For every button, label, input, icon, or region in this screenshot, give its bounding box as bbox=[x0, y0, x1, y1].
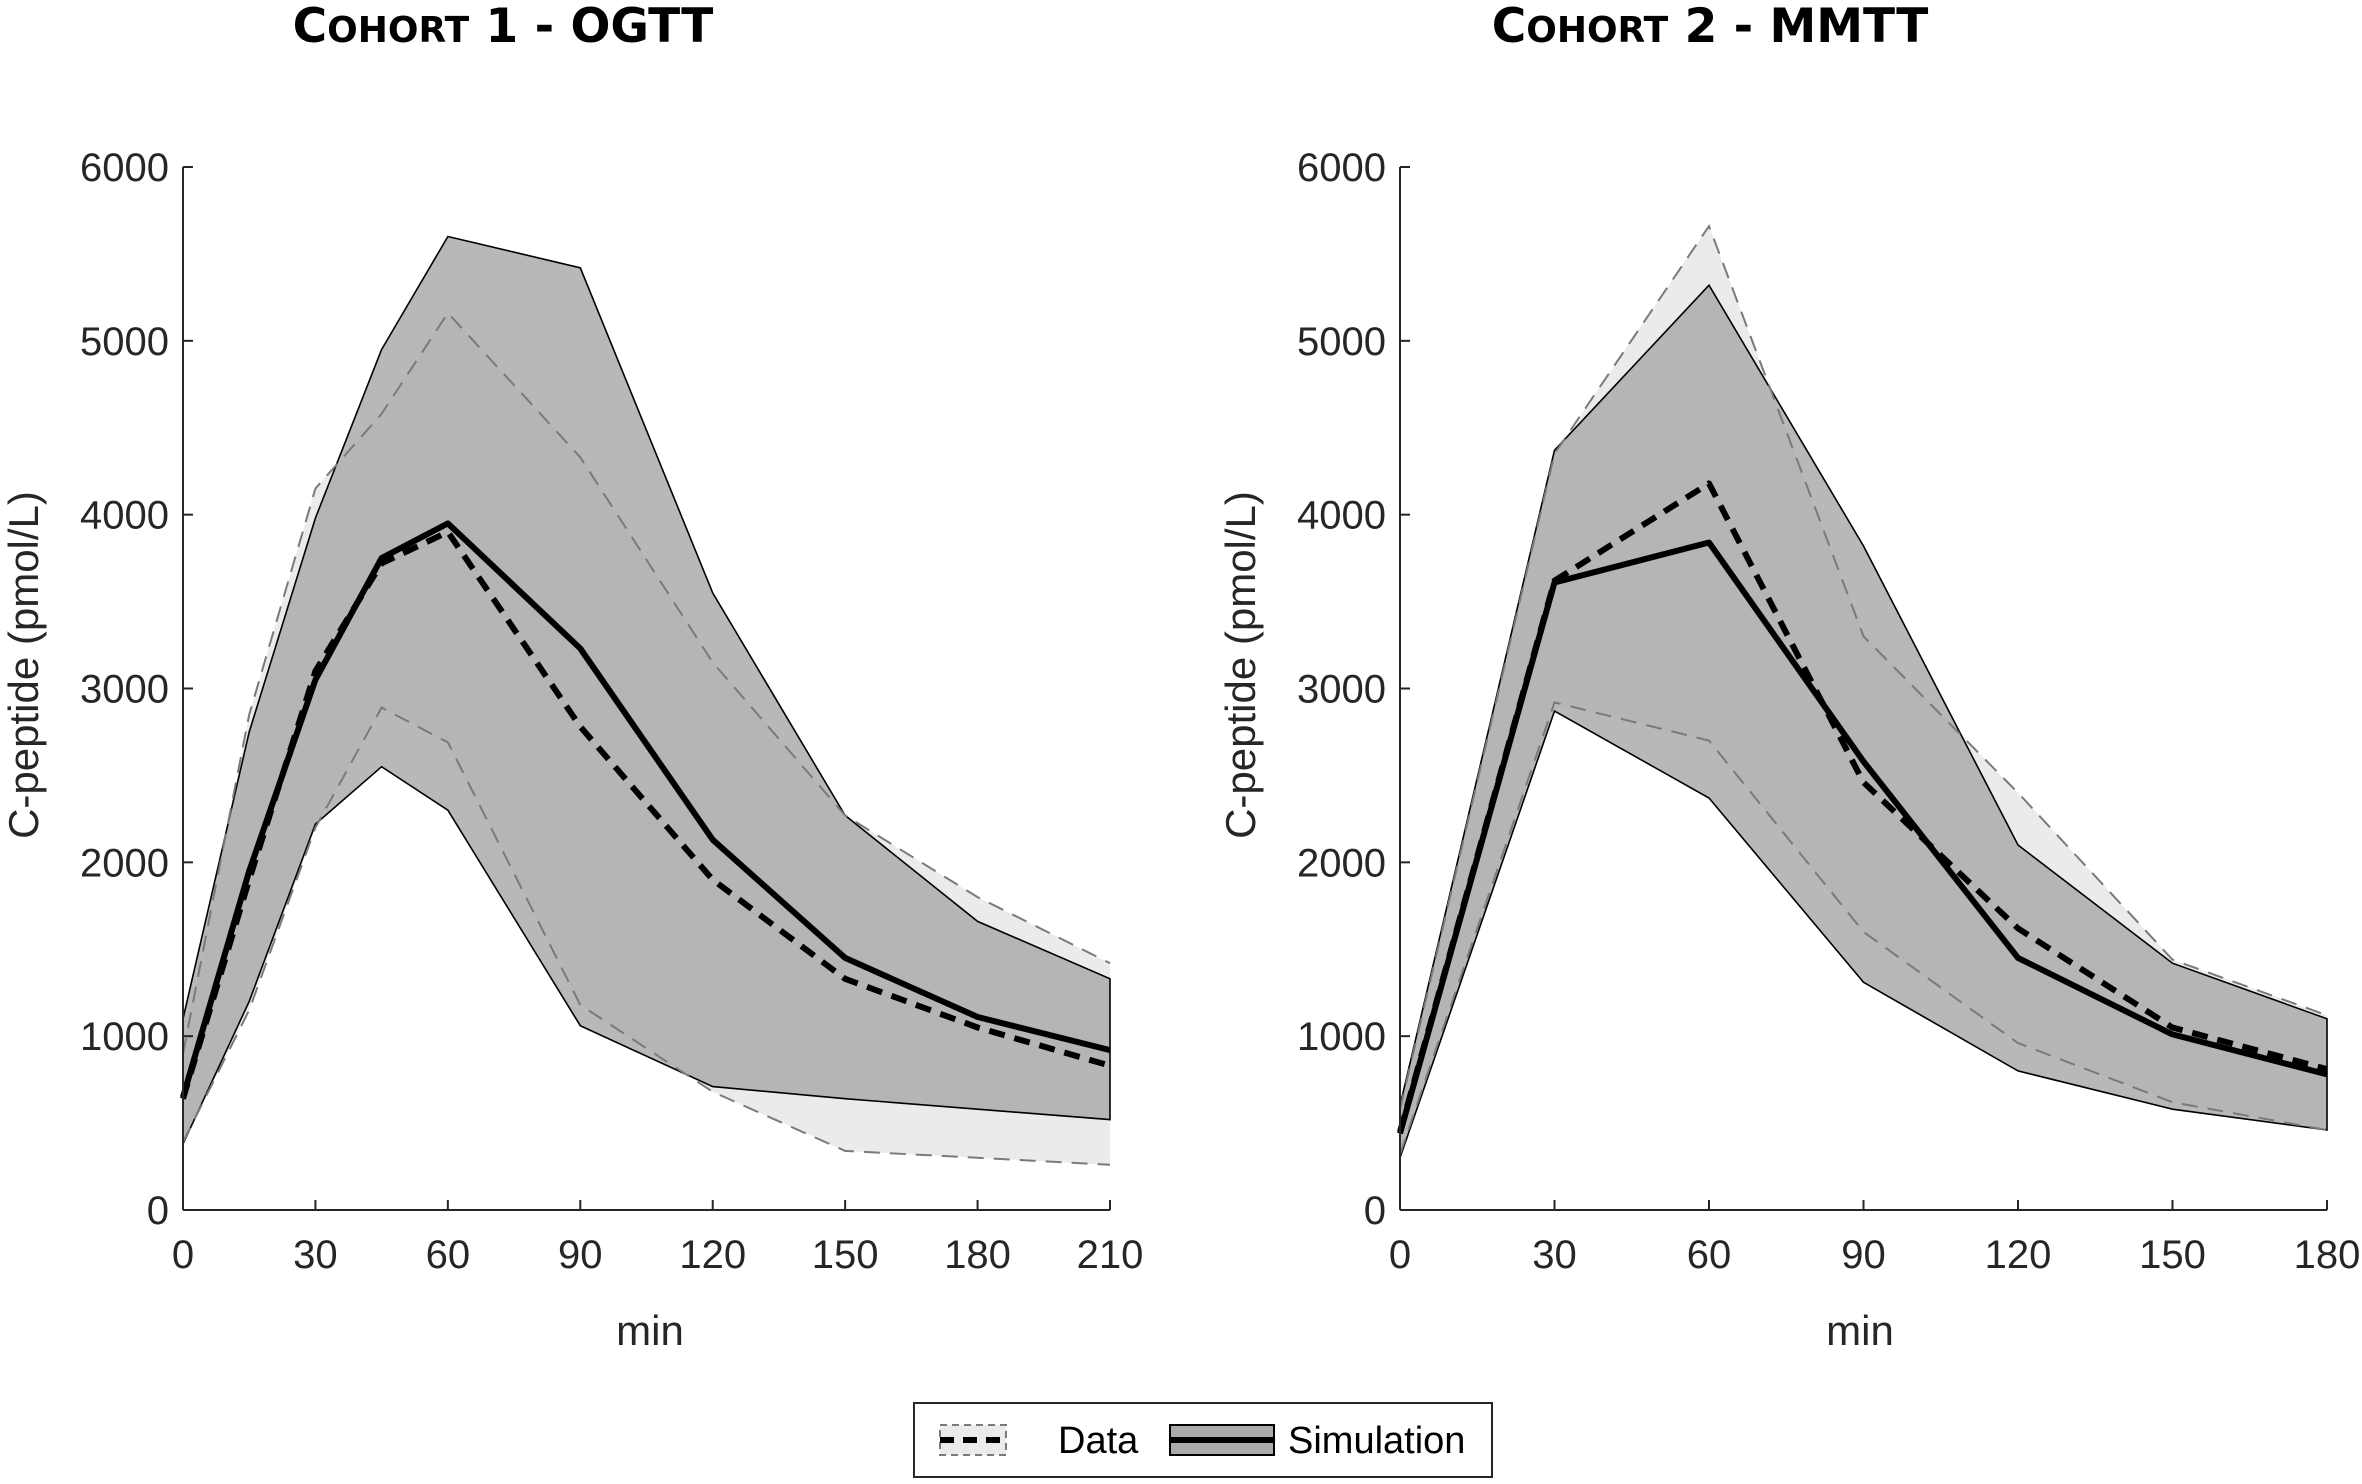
chart-title: COHORT 2 - MMTT bbox=[1492, 0, 1929, 54]
simulation-band bbox=[1399, 283, 2328, 1159]
chart-panel-cohort-1: COHORT 1 - OGTT 010002000300040005000600… bbox=[0, 0, 1143, 1354]
y-tick-label: 4000 bbox=[1297, 494, 1386, 538]
legend: Data Simulation bbox=[913, 1402, 1493, 1478]
data-band-upper-edge bbox=[1399, 223, 2328, 1110]
y-tick-label: 3000 bbox=[1297, 668, 1386, 712]
simulation-band bbox=[182, 235, 1111, 1145]
series-lines bbox=[180, 520, 1111, 1100]
x-tick-label: 60 bbox=[1687, 1233, 1732, 1277]
data-band-lower-edge bbox=[1399, 701, 2328, 1155]
x-tick-label: 60 bbox=[426, 1233, 471, 1277]
x-tick-label: 180 bbox=[944, 1233, 1011, 1277]
x-tick-label: 90 bbox=[558, 1233, 603, 1277]
x-tick-label: 210 bbox=[1077, 1233, 1144, 1277]
y-tick-label: 2000 bbox=[1297, 841, 1386, 885]
y-tick-label: 1000 bbox=[1297, 1015, 1386, 1059]
confidence-bands bbox=[1399, 223, 2328, 1159]
x-tick-label: 0 bbox=[172, 1233, 194, 1277]
x-tick-label: 90 bbox=[1841, 1233, 1886, 1277]
chart-panel-cohort-2: COHORT 2 - MMTT 010002000300040005000600… bbox=[1217, 0, 2360, 1354]
x-axis-label: min bbox=[616, 1307, 684, 1354]
x-tick-label: 30 bbox=[293, 1233, 338, 1277]
chart-title: COHORT 1 - OGTT bbox=[293, 0, 714, 54]
x-tick-label: 120 bbox=[1985, 1233, 2052, 1277]
y-tick-label: 1000 bbox=[80, 1015, 169, 1059]
y-tick-label: 6000 bbox=[80, 146, 169, 190]
x-tick-label: 180 bbox=[2294, 1233, 2361, 1277]
y-axis-label: C-peptide (pmol/L) bbox=[0, 491, 47, 839]
x-axis-label: min bbox=[1826, 1307, 1894, 1354]
axes bbox=[182, 166, 1111, 1211]
x-tick-label: 150 bbox=[2139, 1233, 2206, 1277]
tick-labels: 0 1000 2000 3000 4000 5000 6000 0 30 60 90 120 150 18… bbox=[80, 146, 1143, 1277]
simulation-line bbox=[1397, 539, 2328, 1135]
y-tick-label: 5000 bbox=[1297, 320, 1386, 364]
y-tick-label: 0 bbox=[147, 1189, 169, 1233]
x-tick-label: 30 bbox=[1532, 1233, 1577, 1277]
x-tick-label: 120 bbox=[679, 1233, 746, 1277]
x-tick-label: 0 bbox=[1389, 1233, 1411, 1277]
y-tick-label: 6000 bbox=[1297, 146, 1386, 190]
x-tick-label: 150 bbox=[812, 1233, 879, 1277]
y-tick-label: 0 bbox=[1364, 1189, 1386, 1233]
data-line bbox=[180, 529, 1111, 1100]
y-tick-label: 5000 bbox=[80, 320, 169, 364]
y-tick-label: 3000 bbox=[80, 668, 169, 712]
y-axis-label: C-peptide (pmol/L) bbox=[1217, 491, 1264, 839]
legend-data-label: Data bbox=[1058, 1420, 1139, 1462]
data-line bbox=[1397, 480, 2328, 1133]
tick-labels: 0 1000 2000 3000 4000 5000 6000 0 30 60 90 120 150 18… bbox=[1297, 146, 2360, 1277]
y-tick-label: 4000 bbox=[80, 494, 169, 538]
legend-simulation-label: Simulation bbox=[1288, 1420, 1465, 1462]
series-lines bbox=[1397, 480, 2328, 1135]
axes bbox=[1399, 166, 2328, 1211]
data-band-lower-edge bbox=[182, 706, 1111, 1166]
y-tick-label: 2000 bbox=[80, 841, 169, 885]
data-band-upper-edge bbox=[182, 311, 1111, 1054]
